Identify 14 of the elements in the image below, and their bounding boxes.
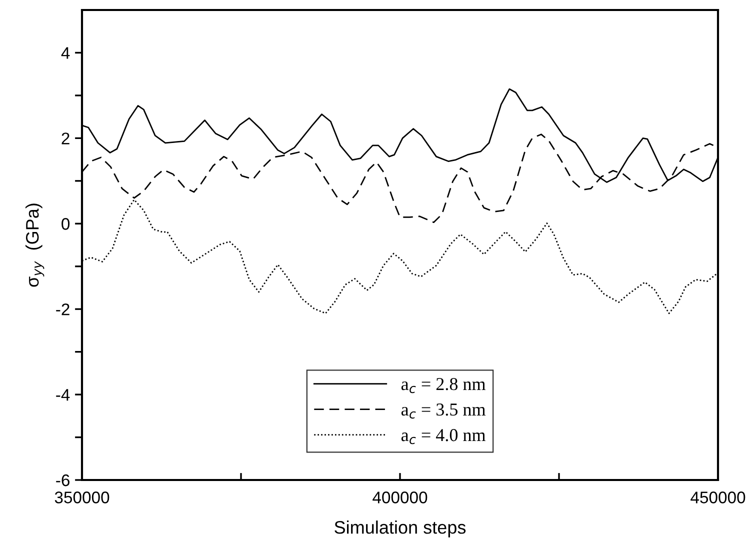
y-axis-title: σ$_{yy}$ (GPa) <box>25 204 44 287</box>
y-tick-label: 0 <box>62 218 70 230</box>
x-axis-title: Simulation steps <box>334 520 466 538</box>
x-tick-label: 450000 <box>690 492 746 504</box>
y-tick-label: -2 <box>56 303 70 316</box>
y-tick-label: 2 <box>62 132 70 144</box>
y-tick-label: -4 <box>56 389 70 401</box>
legend-label: a$_{c}$ = 3.5 nm <box>401 403 486 419</box>
x-tick-label: 400000 <box>372 492 428 504</box>
legend-label: a$_{c}$ = 4.0 nm <box>401 429 486 444</box>
legend-label: a$_{c}$ = 2.8 nm <box>401 378 486 394</box>
x-tick-label: 350000 <box>54 492 110 504</box>
y-tick-label: -6 <box>56 474 70 486</box>
y-tick-label: 4 <box>61 47 70 59</box>
